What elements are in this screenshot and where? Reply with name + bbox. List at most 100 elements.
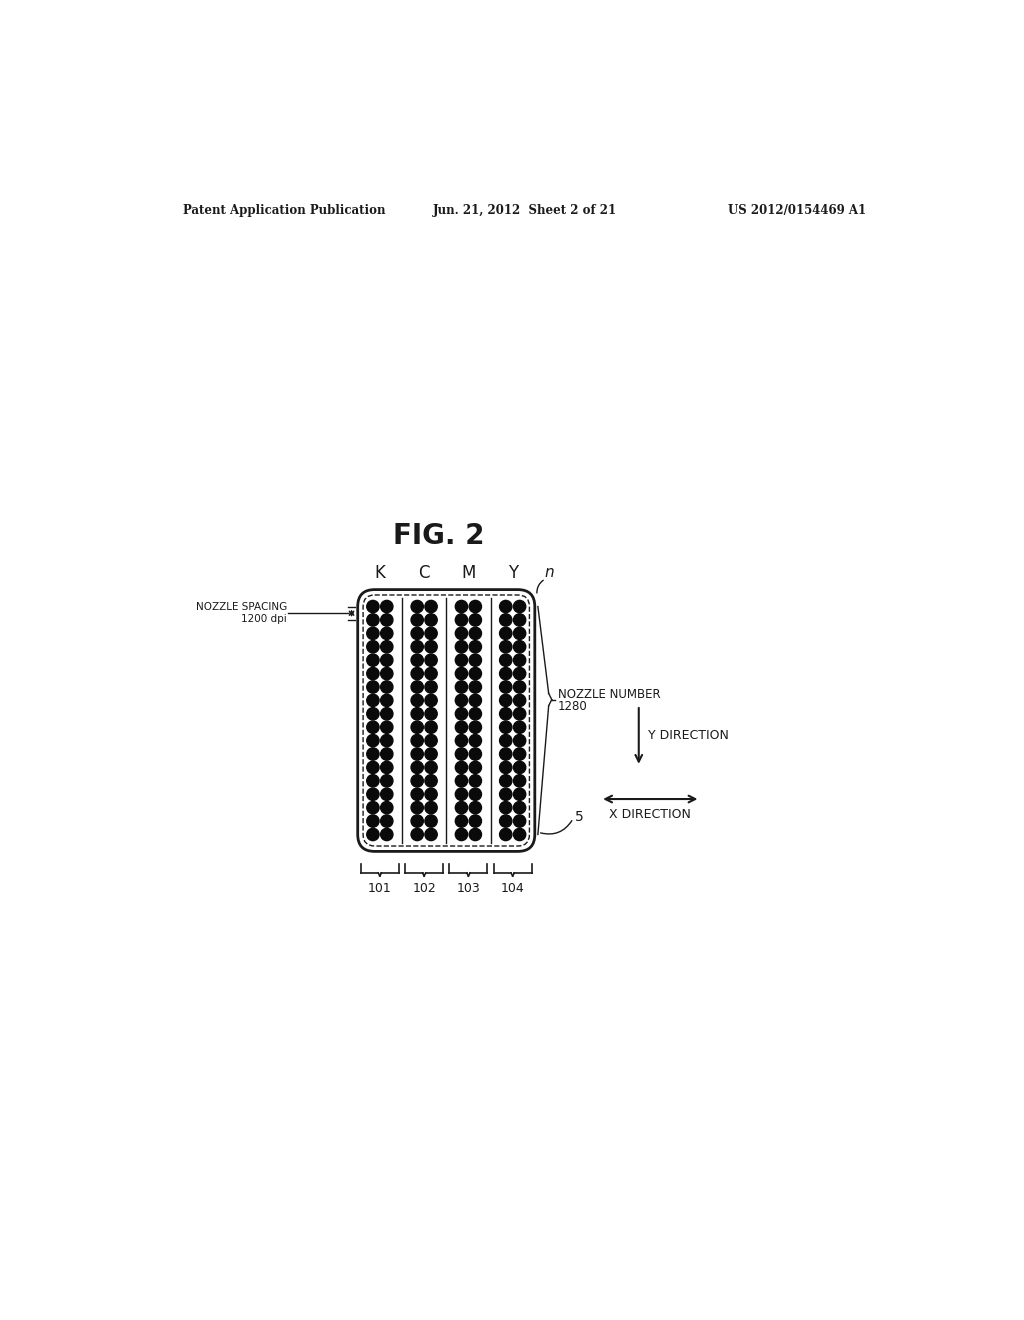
Circle shape — [425, 734, 437, 747]
Circle shape — [500, 721, 512, 734]
Circle shape — [500, 694, 512, 706]
Circle shape — [469, 748, 481, 760]
Circle shape — [425, 801, 437, 814]
Circle shape — [381, 681, 393, 693]
Circle shape — [469, 627, 481, 639]
Circle shape — [381, 814, 393, 828]
Circle shape — [513, 775, 525, 787]
Circle shape — [513, 814, 525, 828]
Circle shape — [367, 814, 379, 828]
Circle shape — [513, 614, 525, 626]
Circle shape — [425, 762, 437, 774]
Circle shape — [513, 829, 525, 841]
Circle shape — [469, 614, 481, 626]
Circle shape — [367, 748, 379, 760]
Circle shape — [500, 653, 512, 667]
Circle shape — [500, 627, 512, 639]
Circle shape — [456, 653, 468, 667]
Circle shape — [500, 814, 512, 828]
Circle shape — [411, 814, 423, 828]
Circle shape — [411, 788, 423, 800]
Circle shape — [367, 653, 379, 667]
Text: NOZZLE NUMBER: NOZZLE NUMBER — [558, 688, 660, 701]
Circle shape — [469, 694, 481, 706]
Circle shape — [381, 708, 393, 719]
Circle shape — [381, 788, 393, 800]
Circle shape — [500, 829, 512, 841]
Circle shape — [513, 627, 525, 639]
Circle shape — [367, 627, 379, 639]
Text: US 2012/0154469 A1: US 2012/0154469 A1 — [728, 205, 866, 218]
Circle shape — [381, 694, 393, 706]
Circle shape — [367, 708, 379, 719]
Text: C: C — [419, 564, 430, 582]
Circle shape — [411, 829, 423, 841]
Circle shape — [456, 681, 468, 693]
Circle shape — [456, 601, 468, 612]
Text: 5: 5 — [574, 809, 584, 824]
Circle shape — [425, 788, 437, 800]
Circle shape — [411, 748, 423, 760]
Circle shape — [381, 640, 393, 653]
Circle shape — [367, 694, 379, 706]
Text: FIG. 2: FIG. 2 — [393, 521, 484, 549]
Circle shape — [456, 614, 468, 626]
Circle shape — [367, 775, 379, 787]
Circle shape — [500, 734, 512, 747]
Text: 103: 103 — [457, 882, 480, 895]
Circle shape — [381, 721, 393, 734]
Circle shape — [411, 734, 423, 747]
Circle shape — [411, 640, 423, 653]
Circle shape — [513, 681, 525, 693]
Text: Y DIRECTION: Y DIRECTION — [648, 730, 729, 742]
Circle shape — [425, 708, 437, 719]
Circle shape — [513, 601, 525, 612]
Circle shape — [456, 640, 468, 653]
Circle shape — [513, 721, 525, 734]
Circle shape — [425, 601, 437, 612]
Circle shape — [500, 748, 512, 760]
Circle shape — [425, 640, 437, 653]
Circle shape — [411, 708, 423, 719]
Circle shape — [411, 694, 423, 706]
Circle shape — [367, 801, 379, 814]
Circle shape — [500, 601, 512, 612]
Circle shape — [367, 601, 379, 612]
Circle shape — [411, 762, 423, 774]
Circle shape — [411, 721, 423, 734]
Circle shape — [425, 627, 437, 639]
Text: K: K — [375, 564, 385, 582]
Circle shape — [367, 788, 379, 800]
Circle shape — [425, 814, 437, 828]
Text: NOZZLE SPACING: NOZZLE SPACING — [196, 602, 287, 612]
Text: 102: 102 — [413, 882, 436, 895]
Circle shape — [425, 748, 437, 760]
Text: Jun. 21, 2012  Sheet 2 of 21: Jun. 21, 2012 Sheet 2 of 21 — [433, 205, 616, 218]
Circle shape — [381, 627, 393, 639]
Circle shape — [500, 708, 512, 719]
Circle shape — [469, 708, 481, 719]
Text: n: n — [544, 565, 554, 581]
Circle shape — [469, 734, 481, 747]
Circle shape — [381, 601, 393, 612]
Circle shape — [500, 640, 512, 653]
Circle shape — [469, 814, 481, 828]
Circle shape — [500, 775, 512, 787]
Circle shape — [425, 829, 437, 841]
Circle shape — [381, 668, 393, 680]
Circle shape — [411, 801, 423, 814]
Circle shape — [513, 694, 525, 706]
Circle shape — [411, 668, 423, 680]
Circle shape — [456, 734, 468, 747]
Circle shape — [456, 708, 468, 719]
Text: 1280: 1280 — [558, 700, 588, 713]
Circle shape — [469, 681, 481, 693]
Circle shape — [456, 762, 468, 774]
Text: Y: Y — [508, 564, 518, 582]
Circle shape — [513, 708, 525, 719]
Circle shape — [425, 681, 437, 693]
Circle shape — [500, 788, 512, 800]
Circle shape — [513, 640, 525, 653]
Circle shape — [411, 653, 423, 667]
Circle shape — [367, 640, 379, 653]
